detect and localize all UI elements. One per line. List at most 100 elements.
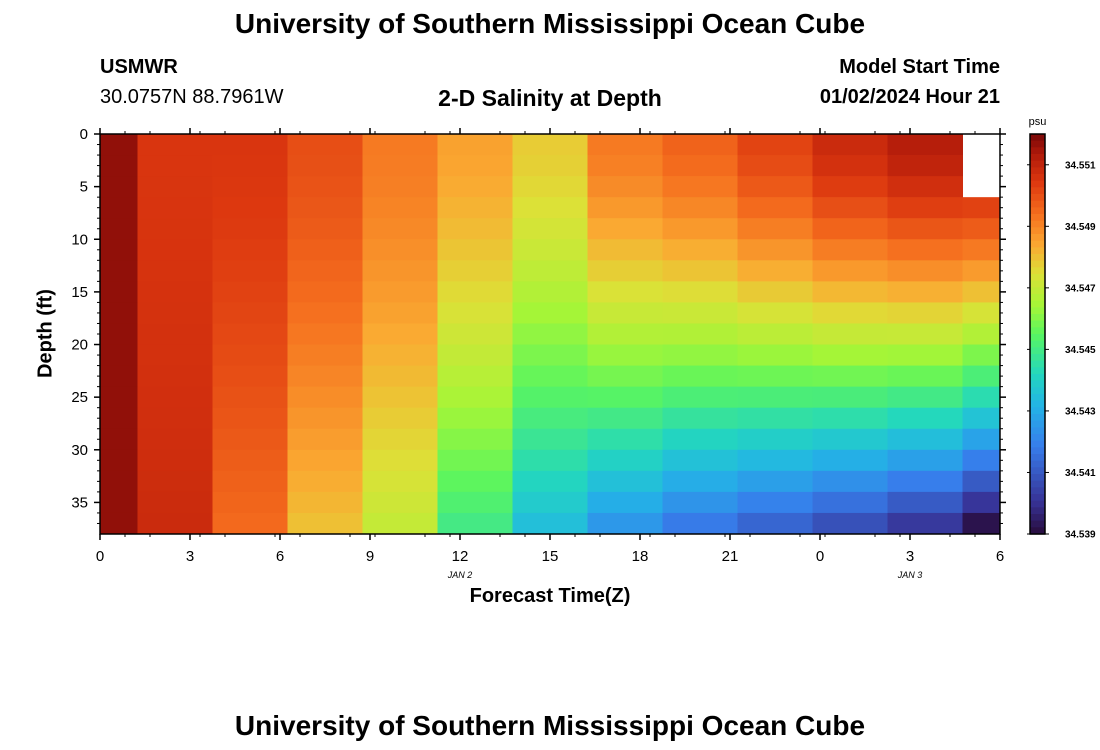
heatmap-cell bbox=[287, 365, 363, 388]
heatmap-cell bbox=[662, 491, 738, 514]
heatmap-cell bbox=[812, 197, 888, 219]
heatmap-cell bbox=[287, 239, 363, 261]
heatmap-cell bbox=[212, 281, 288, 303]
chart-subtitle: 2-D Salinity at Depth bbox=[438, 85, 662, 111]
heatmap-cell bbox=[662, 134, 738, 156]
heatmap-cell bbox=[512, 323, 588, 346]
heatmap-cell bbox=[887, 239, 963, 261]
heatmap-cell bbox=[137, 176, 213, 198]
heatmap-cell bbox=[100, 470, 138, 493]
colorbar-segment bbox=[1030, 347, 1045, 355]
model-start-label: Model Start Time bbox=[839, 56, 1000, 78]
heatmap-cell bbox=[812, 470, 888, 493]
heatmap-cell bbox=[662, 512, 738, 535]
heatmap-cell bbox=[737, 470, 813, 493]
heatmap-cell bbox=[137, 386, 213, 409]
colorbar-segment bbox=[1030, 307, 1045, 315]
heatmap-cell bbox=[362, 491, 438, 514]
heatmap-cell bbox=[662, 260, 738, 282]
heatmap-cell bbox=[512, 155, 588, 177]
heatmap-cell bbox=[437, 407, 513, 430]
heatmap-cell bbox=[137, 365, 213, 388]
heatmap-cell bbox=[362, 365, 438, 388]
heatmap-cell bbox=[512, 407, 588, 430]
heatmap-cell bbox=[137, 239, 213, 261]
heatmap-cell bbox=[437, 218, 513, 240]
x-tick-label: 6 bbox=[276, 548, 284, 565]
heatmap-cell bbox=[137, 155, 213, 177]
heatmap-cell bbox=[287, 302, 363, 324]
heatmap-cell bbox=[887, 260, 963, 282]
colorbar-unit: psu bbox=[1029, 116, 1047, 128]
heatmap-cell bbox=[287, 218, 363, 240]
y-tick-label: 30 bbox=[71, 442, 88, 459]
colorbar-segment bbox=[1030, 234, 1045, 242]
heatmap-cell bbox=[812, 365, 888, 388]
colorbar-segment bbox=[1030, 500, 1045, 508]
heatmap-cell bbox=[962, 218, 1001, 240]
heatmap-cell bbox=[962, 260, 1001, 282]
heatmap-cell bbox=[737, 260, 813, 282]
heatmap-cell bbox=[437, 344, 513, 367]
y-tick-label: 35 bbox=[71, 494, 88, 511]
x-tick-label: 6 bbox=[996, 548, 1004, 565]
heatmap-cell bbox=[812, 491, 888, 514]
heatmap-cell bbox=[137, 323, 213, 346]
colorbar-segment bbox=[1030, 334, 1045, 342]
heatmap-cell bbox=[587, 386, 663, 409]
heatmap-cell bbox=[437, 491, 513, 514]
heatmap-cell bbox=[962, 428, 1001, 451]
colorbar-tick-label: 34.539 bbox=[1065, 530, 1096, 541]
heatmap-cell bbox=[100, 239, 138, 261]
heatmap-cell bbox=[137, 281, 213, 303]
heatmap-cell bbox=[587, 302, 663, 324]
colorbar-segment bbox=[1030, 414, 1045, 422]
colorbar-segment bbox=[1030, 180, 1045, 188]
heatmap-cell bbox=[962, 365, 1001, 388]
heatmap-cell bbox=[587, 281, 663, 303]
colorbar-segment bbox=[1030, 314, 1045, 322]
heatmap-cell bbox=[437, 197, 513, 219]
heatmap-cell bbox=[737, 407, 813, 430]
heatmap-cell bbox=[812, 323, 888, 346]
heatmap-cell bbox=[437, 386, 513, 409]
x-tick-label: 3 bbox=[186, 548, 194, 565]
heatmap-cell bbox=[287, 176, 363, 198]
x-tick-label: 3 bbox=[906, 548, 914, 565]
colorbar-segment bbox=[1030, 227, 1045, 235]
heatmap-cell bbox=[737, 197, 813, 219]
heatmap-cell bbox=[737, 239, 813, 261]
heatmap-cell bbox=[812, 218, 888, 240]
heatmap-cell bbox=[887, 470, 963, 493]
heatmap-cell bbox=[362, 239, 438, 261]
heatmap-cell bbox=[737, 344, 813, 367]
heatmap-cell bbox=[437, 470, 513, 493]
colorbar-tick-label: 34.545 bbox=[1065, 345, 1096, 356]
heatmap-cell bbox=[662, 302, 738, 324]
heatmap-cell bbox=[362, 470, 438, 493]
heatmap-cell bbox=[287, 344, 363, 367]
heatmap-cell bbox=[362, 176, 438, 198]
heatmap-cell bbox=[962, 281, 1001, 303]
heatmap-cell bbox=[812, 260, 888, 282]
heatmap-cell bbox=[137, 428, 213, 451]
colorbar-segment bbox=[1030, 267, 1045, 275]
heatmap-cell bbox=[962, 197, 1001, 219]
heatmap-cell bbox=[137, 134, 213, 156]
heatmap-cell bbox=[812, 134, 888, 156]
heatmap-cell bbox=[962, 239, 1001, 261]
heatmap-cell bbox=[362, 386, 438, 409]
heatmap-cell bbox=[137, 302, 213, 324]
heatmap-cell bbox=[812, 155, 888, 177]
heatmap-cell bbox=[437, 155, 513, 177]
heatmap-cell bbox=[962, 512, 1001, 535]
heatmap-cell bbox=[887, 281, 963, 303]
heatmap-cell bbox=[100, 302, 138, 324]
heatmap-cell bbox=[512, 302, 588, 324]
heatmap-cell bbox=[737, 449, 813, 472]
heatmap-cell bbox=[662, 386, 738, 409]
heatmap-cell bbox=[287, 134, 363, 156]
heatmap-cell bbox=[962, 344, 1001, 367]
colorbar-segment bbox=[1030, 274, 1045, 282]
colorbar-segment bbox=[1030, 260, 1045, 268]
